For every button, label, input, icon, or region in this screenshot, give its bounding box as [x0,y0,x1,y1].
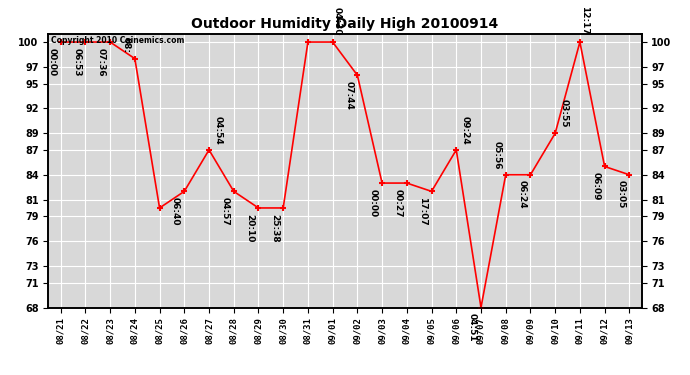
Text: 06:40: 06:40 [171,197,180,225]
Text: Copyright 2010 Cainemics.com: Copyright 2010 Cainemics.com [51,36,185,45]
Text: 05:56: 05:56 [493,141,502,169]
Text: 20:10: 20:10 [246,213,255,242]
Text: 06:53: 06:53 [72,48,81,76]
Text: 17:07: 17:07 [418,197,427,226]
Text: 06:09: 06:09 [591,172,600,201]
Text: 25:38: 25:38 [270,213,279,242]
Text: 04:57: 04:57 [221,197,230,226]
Title: Outdoor Humidity Daily High 20100914: Outdoor Humidity Daily High 20100914 [191,17,499,31]
Text: 03:55: 03:55 [560,99,569,128]
Text: 06:24: 06:24 [518,180,526,209]
Text: 04:51: 04:51 [468,313,477,342]
Text: 08:: 08: [121,37,130,53]
Text: 04:30: 04:30 [333,7,342,35]
Text: 00:00: 00:00 [48,48,57,76]
Text: 03:05: 03:05 [616,180,625,209]
Text: 07:36: 07:36 [97,48,106,76]
Text: 09:24: 09:24 [460,116,469,144]
Text: 00:00: 00:00 [369,189,378,217]
Text: 07:44: 07:44 [344,81,353,110]
Text: 00:27: 00:27 [394,189,403,217]
Text: 04:54: 04:54 [213,116,222,144]
Text: 12:17: 12:17 [580,6,589,35]
